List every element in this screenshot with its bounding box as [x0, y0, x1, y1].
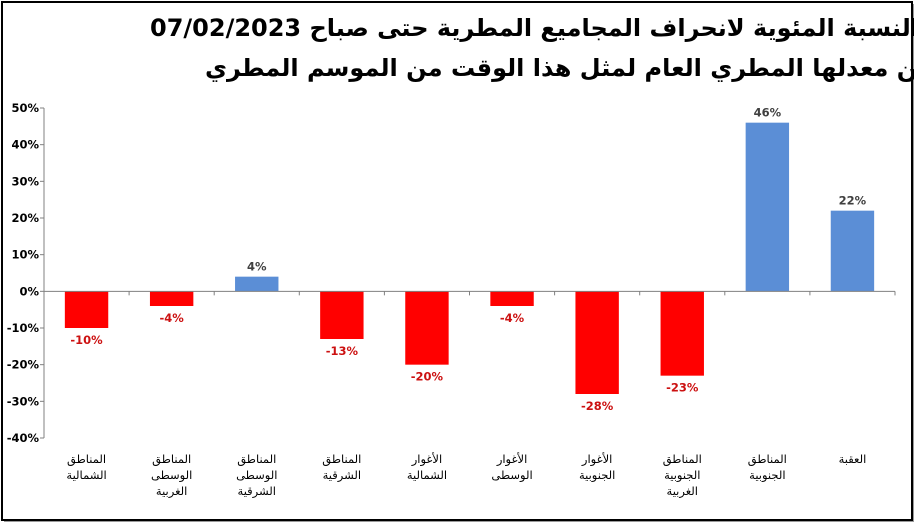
- data-label: -4%: [500, 311, 525, 325]
- bar: [149, 291, 194, 306]
- bars: -10% -4% 4% -13% -20% -4% -28% -23% 46% 22%: [64, 106, 875, 413]
- category-label: الأغوار الوسطى: [491, 452, 532, 483]
- data-label: -23%: [666, 381, 699, 395]
- category-label: المناطق الجنوبية: [748, 452, 787, 483]
- y-tick-label: 20%: [11, 211, 39, 225]
- y-tick-label: 0%: [19, 284, 39, 298]
- category-label: المناطق الشمالية: [66, 452, 106, 482]
- data-label: -28%: [581, 399, 614, 413]
- y-tick-label: 30%: [11, 174, 39, 188]
- data-label: -20%: [411, 370, 444, 384]
- data-label: 22%: [839, 194, 867, 208]
- chart-subtitle: عن معدلها المطري العام لمثل هذا الوقت من…: [205, 54, 914, 82]
- category-label: الأغوار الشمالية: [407, 452, 447, 482]
- y-axis: 50% 40% 30% 20% 10% 0% -10% -20% -30% -40%: [7, 101, 45, 445]
- x-axis: المناطق الشمالية المناطق الوسطى الغربية المنا…: [43, 290, 896, 499]
- data-label: -4%: [159, 311, 184, 325]
- category-label: المناطق الوسطى الشرقية: [236, 452, 277, 499]
- bar: [575, 291, 619, 394]
- bar: [490, 291, 534, 306]
- bar: [405, 291, 449, 365]
- bar: [660, 291, 704, 376]
- y-tick-label: -30%: [7, 394, 40, 408]
- category-label: العقبة: [839, 452, 867, 466]
- bar: [64, 291, 109, 328]
- y-tick-label: 40%: [11, 138, 39, 152]
- data-label: -10%: [70, 333, 103, 347]
- data-label: -13%: [326, 344, 359, 358]
- y-tick-label: -20%: [7, 358, 40, 372]
- data-label: 46%: [754, 106, 782, 120]
- bar: [745, 122, 790, 292]
- y-tick-label: -10%: [7, 321, 40, 335]
- data-label: 4%: [247, 260, 267, 274]
- bar: [320, 291, 364, 339]
- category-label: المناطق الوسطى الغربية: [151, 452, 192, 499]
- y-tick-label: -40%: [7, 431, 40, 445]
- y-tick-label: 10%: [11, 248, 39, 262]
- y-tick-label: 50%: [11, 101, 39, 115]
- chart-title: النسبة المئوية لانحراف المجاميع المطرية …: [150, 14, 914, 42]
- category-label: المناطق الشرقية: [322, 452, 361, 483]
- bar: [235, 276, 279, 292]
- category-label: المناطق الجنوبية الغربية: [663, 452, 702, 499]
- bar: [830, 210, 875, 292]
- category-label: الأغوار الجنوبية: [579, 452, 615, 483]
